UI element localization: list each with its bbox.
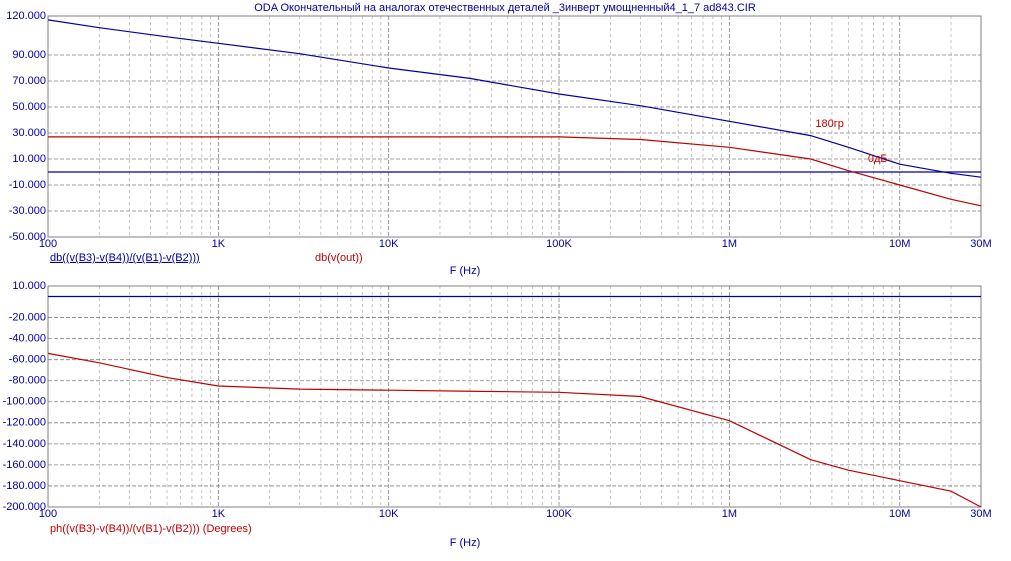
- x-tick-label: 10M: [889, 238, 910, 250]
- x-tick-label: 100K: [546, 238, 572, 250]
- legend-entry: ph((v(B3)-v(B4))/(v(B1)-v(B2))) (Degrees…: [50, 523, 252, 535]
- y-tick-label: -10.000: [9, 179, 46, 191]
- y-tick-label: -40.000: [9, 333, 46, 345]
- y-tick-label: -180.000: [3, 480, 46, 492]
- y-tick-label: 10.000: [12, 153, 46, 165]
- y-tick-label: 90.000: [12, 49, 46, 61]
- y-tick-label: -120.000: [3, 417, 46, 429]
- plot-frame: [47, 285, 982, 508]
- annotation: 0дБ: [868, 153, 888, 165]
- x-tick-label: 1M: [722, 508, 737, 520]
- y-tick-label: -100.000: [3, 396, 46, 408]
- y-tick-label: 70.000: [12, 75, 46, 87]
- x-axis-label: F (Hz): [450, 537, 481, 549]
- y-tick-label: 10.000: [12, 280, 46, 292]
- x-tick-label: 100K: [546, 508, 572, 520]
- x-tick-label: 10K: [379, 508, 399, 520]
- y-tick-label: 50.000: [12, 101, 46, 113]
- x-tick-label: 100: [39, 238, 57, 250]
- x-tick-label: 10M: [889, 508, 910, 520]
- y-tick-label: 120.000: [6, 10, 46, 22]
- y-tick-label: -50.000: [9, 231, 46, 243]
- series-line: [47, 352, 982, 508]
- annotation: 180гр: [815, 118, 843, 130]
- y-tick-label: -30.000: [9, 205, 46, 217]
- y-tick-label: -60.000: [9, 354, 46, 366]
- series-line: [48, 136, 982, 207]
- legend-entry: db(v(out)): [315, 252, 363, 264]
- legend-entry: db((v(B3)-v(B4))/(v(B1)-v(B2))): [50, 252, 200, 264]
- series-line: [47, 19, 982, 178]
- x-tick-label: 1M: [722, 238, 737, 250]
- x-tick-label: 30M: [970, 508, 991, 520]
- y-tick-label: -140.000: [3, 438, 46, 450]
- x-tick-label: 30M: [970, 238, 991, 250]
- x-tick-label: 100: [39, 508, 57, 520]
- x-tick-label: 10K: [379, 238, 399, 250]
- y-tick-label: 30.000: [12, 127, 46, 139]
- x-axis-label: F (Hz): [450, 265, 481, 277]
- y-tick-label: -20.000: [9, 311, 46, 323]
- x-tick-label: 1K: [212, 508, 226, 520]
- y-tick-label: -80.000: [9, 375, 46, 387]
- x-tick-label: 1K: [212, 238, 226, 250]
- y-tick-label: -160.000: [3, 459, 46, 471]
- chart-title: ODA Окончательный на аналогах отечествен…: [254, 2, 756, 14]
- y-tick-label: -200.000: [3, 501, 46, 513]
